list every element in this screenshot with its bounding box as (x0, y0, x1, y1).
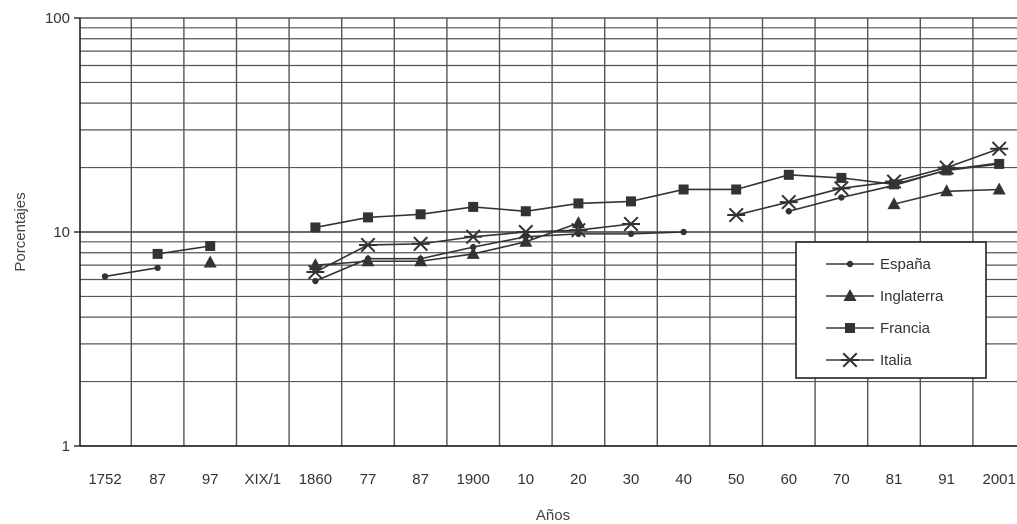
series-3 (306, 141, 1009, 280)
data-point (680, 228, 687, 236)
series-line (104, 267, 158, 278)
legend-label: Inglaterra (880, 288, 944, 305)
data-point (678, 184, 689, 195)
data-point (838, 194, 845, 201)
data-point (626, 196, 636, 207)
data-point (779, 194, 798, 210)
x-tick-label: 81 (886, 471, 903, 488)
axes (74, 17, 1017, 447)
x-tick-label: 50 (728, 471, 745, 488)
data-point (573, 198, 584, 209)
x-tick-label: 97 (202, 471, 219, 488)
x-tick-label: 30 (623, 471, 640, 488)
x-tick-label: 77 (360, 471, 377, 488)
data-point (312, 277, 319, 285)
data-point (940, 184, 954, 197)
data-point (887, 197, 901, 210)
legend-marker (845, 323, 855, 333)
data-point (306, 264, 325, 280)
legend-label: Italia (880, 352, 912, 369)
x-tick-label: 1752 (88, 471, 121, 488)
series-line (315, 231, 684, 282)
x-tick-label: 2001 (983, 471, 1016, 488)
legend-label: Francia (880, 320, 931, 337)
x-tick-label: 60 (780, 471, 797, 488)
series (101, 141, 1009, 285)
legend-marker (841, 352, 859, 368)
y-tick-labels: 1 10 100 (45, 10, 70, 455)
data-point (203, 255, 217, 268)
data-point (571, 216, 585, 229)
data-point (520, 206, 531, 217)
data-point (516, 224, 535, 240)
data-point (466, 246, 480, 259)
data-point (785, 208, 792, 215)
data-point (152, 248, 163, 259)
data-point (889, 179, 899, 190)
data-point (519, 234, 533, 247)
legend-item: España (826, 256, 932, 273)
data-point (627, 230, 635, 238)
legend-label: España (880, 256, 932, 273)
data-point (468, 201, 479, 212)
data-point (937, 160, 956, 176)
data-point (569, 222, 588, 238)
x-tick-label: 20 (570, 471, 587, 488)
legend-marker (843, 289, 857, 301)
data-point (783, 169, 794, 180)
data-point (464, 229, 483, 245)
y-axis-title: Porcentajes (12, 192, 29, 271)
data-point (885, 174, 903, 190)
series-1 (203, 182, 1006, 271)
series-line (315, 222, 579, 266)
data-point (622, 216, 640, 232)
data-point (832, 180, 851, 196)
x-tick-label: 70 (833, 471, 850, 488)
data-point (310, 222, 321, 233)
x-axis-title: Años (536, 507, 570, 524)
x-tick-labels: 1752 87 97 XIX/1 1860 77 87 1900 10 20 30 40 50 60 70 8… (88, 471, 1016, 488)
y-tick-label: 10 (53, 224, 70, 241)
x-tick-label: 1860 (299, 471, 332, 488)
data-point (361, 254, 375, 267)
x-tick-label: 87 (412, 471, 429, 488)
data-point (727, 207, 746, 223)
data-point (731, 184, 742, 195)
series-line (736, 147, 1000, 216)
data-point (994, 158, 1005, 169)
data-point (990, 141, 1009, 157)
data-point (415, 209, 426, 220)
data-point (941, 165, 952, 176)
series-line (157, 245, 211, 255)
data-point (363, 212, 373, 223)
data-point (308, 258, 322, 271)
y-tick-label: 1 (62, 438, 70, 455)
legend-marker (846, 260, 854, 268)
x-tick-label: XIX/1 (244, 471, 281, 488)
x-tick-label: 87 (149, 471, 166, 488)
x-tick-label: 10 (517, 471, 534, 488)
y-tick-label: 100 (45, 10, 70, 27)
x-tick-label: 91 (938, 471, 955, 488)
x-tick-label: 1900 (457, 471, 490, 488)
legend-item: Inglaterra (826, 288, 944, 305)
data-point (359, 237, 377, 253)
x-tick-label: 40 (675, 471, 692, 488)
data-point (836, 172, 847, 183)
data-point (154, 264, 161, 272)
legend: España Inglaterra Francia Italia (795, 241, 987, 379)
legend-item: Francia (826, 320, 931, 337)
legend-item: Italia (826, 352, 912, 369)
data-point (992, 182, 1006, 195)
data-point (411, 236, 430, 252)
data-point (101, 273, 109, 280)
data-point (414, 254, 428, 267)
data-point (205, 241, 216, 252)
